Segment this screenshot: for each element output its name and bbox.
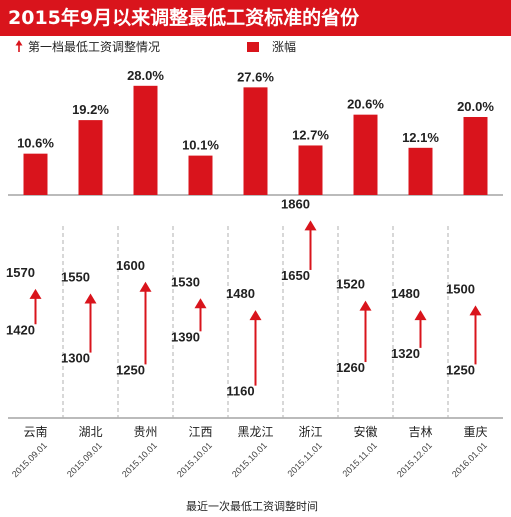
bar bbox=[243, 87, 268, 195]
divider-group bbox=[62, 226, 449, 418]
date-label: 2015.09.01 bbox=[65, 440, 104, 479]
wage-to-label: 1500 bbox=[446, 281, 475, 296]
arrow-group: 1570 1420 1550 1300 1600 1250 1530 1390 1480 1160… bbox=[6, 196, 482, 399]
bar bbox=[463, 117, 488, 195]
date-label: 2016.01.01 bbox=[450, 440, 489, 479]
province-label: 贵州 bbox=[133, 425, 157, 439]
bar-value-label: 27.6% bbox=[237, 69, 274, 84]
province-label: 安徽 bbox=[353, 424, 377, 439]
province-label: 云南 bbox=[23, 424, 47, 439]
legend: 第一档最低工资调整情况 涨幅 bbox=[15, 39, 296, 54]
bar-value-label: 12.7% bbox=[292, 127, 329, 142]
wage-from-label: 1300 bbox=[61, 351, 90, 366]
bar-group: 10.6% 19.2% 28.0% 10.1% 27.6% 12.7% 20.6% 12.1%… bbox=[17, 68, 494, 195]
wage-to-label: 1570 bbox=[6, 265, 35, 280]
date-label: 2015.10.01 bbox=[120, 440, 159, 479]
bar bbox=[298, 145, 323, 195]
wage-from-label: 1420 bbox=[6, 322, 35, 337]
province-label: 黑龙江 bbox=[237, 425, 273, 439]
bar-value-label: 12.1% bbox=[402, 130, 439, 145]
wage-arrow-head bbox=[29, 288, 42, 299]
province-label: 湖北 bbox=[78, 424, 102, 439]
wage-arrow-head bbox=[249, 310, 262, 321]
wage-to-label: 1600 bbox=[116, 258, 145, 273]
wage-from-label: 1160 bbox=[226, 384, 254, 399]
wage-to-label: 1480 bbox=[226, 286, 255, 301]
wage-arrow-head bbox=[469, 305, 482, 316]
bar-value-label: 20.6% bbox=[347, 97, 384, 112]
wage-from-label: 1390 bbox=[171, 329, 200, 344]
province-label: 重庆 bbox=[463, 425, 487, 439]
wage-arrow-head bbox=[194, 298, 207, 309]
province-label: 浙江 bbox=[298, 425, 322, 439]
date-label: 2015.10.01 bbox=[230, 440, 269, 479]
wage-arrow-head bbox=[84, 293, 97, 304]
wage-from-label: 1260 bbox=[336, 360, 365, 375]
legend-bar-swatch bbox=[247, 42, 259, 52]
date-label: 2015.12.01 bbox=[395, 440, 434, 479]
bar bbox=[353, 114, 378, 195]
wage-from-label: 1320 bbox=[391, 346, 420, 361]
bar bbox=[23, 153, 48, 195]
wage-to-label: 1480 bbox=[391, 286, 420, 301]
wage-from-label: 1650 bbox=[281, 268, 310, 283]
bar-value-label: 10.6% bbox=[17, 136, 54, 151]
date-label: 2015.10.01 bbox=[175, 440, 214, 479]
wage-from-label: 1250 bbox=[116, 362, 145, 377]
province-label: 江西 bbox=[188, 425, 212, 439]
wage-arrow-head bbox=[304, 220, 317, 231]
wage-from-label: 1250 bbox=[446, 362, 475, 377]
wage-to-label: 1520 bbox=[336, 277, 365, 292]
province-label-group: 云南 湖北 贵州 江西 黑龙江 浙江 安徽 吉林 重庆 bbox=[23, 424, 487, 439]
bar bbox=[408, 147, 433, 195]
date-label: 2015.09.01 bbox=[10, 440, 49, 479]
chart-title: 2015年9月以来调整最低工资标准的省份 bbox=[0, 0, 511, 36]
wage-to-label: 1550 bbox=[61, 270, 90, 285]
date-label: 2015.11.01 bbox=[285, 440, 323, 478]
wage-to-label: 1860 bbox=[281, 196, 310, 211]
legend-bar-label: 涨幅 bbox=[272, 39, 296, 54]
bar-value-label: 19.2% bbox=[72, 102, 109, 117]
bar-value-label: 20.0% bbox=[457, 99, 494, 114]
bar bbox=[133, 85, 158, 195]
wage-to-label: 1530 bbox=[171, 274, 200, 289]
legend-arrow-label: 第一档最低工资调整情况 bbox=[28, 39, 160, 54]
wage-arrow-head bbox=[414, 310, 427, 321]
wage-arrow-head bbox=[359, 300, 372, 311]
legend-arrow-icon bbox=[15, 40, 23, 52]
bar-value-label: 10.1% bbox=[182, 138, 219, 153]
bar bbox=[78, 120, 103, 195]
date-label-group: 2015.09.01 2015.09.01 2015.10.01 2015.10.01… bbox=[10, 440, 489, 479]
wage-arrow-head bbox=[139, 281, 152, 292]
date-label: 2015.11.01 bbox=[340, 440, 378, 478]
bar bbox=[188, 155, 213, 195]
bar-value-label: 28.0% bbox=[127, 68, 164, 83]
province-label: 吉林 bbox=[408, 425, 432, 439]
x-axis-title: 最近一次最低工资调整时间 bbox=[186, 499, 318, 513]
